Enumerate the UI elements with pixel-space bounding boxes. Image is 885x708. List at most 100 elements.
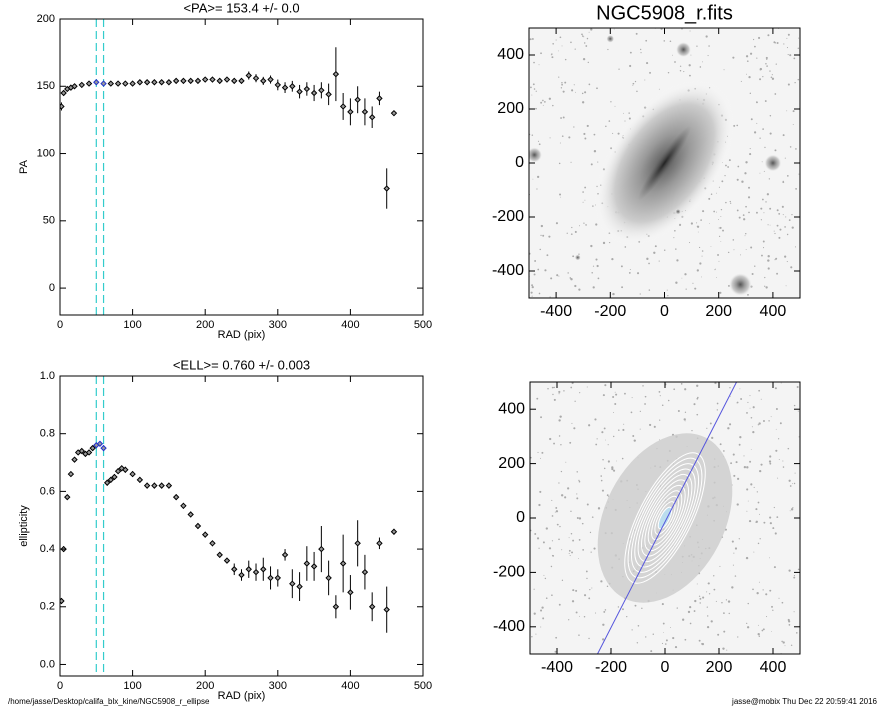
noise	[774, 532, 777, 535]
noise	[670, 627, 672, 629]
noise	[781, 205, 784, 208]
noise	[785, 285, 787, 287]
noise	[775, 63, 777, 65]
noise	[690, 54, 692, 56]
noise	[787, 53, 789, 56]
noise	[611, 258, 614, 261]
noise	[564, 496, 567, 499]
noise	[748, 211, 750, 214]
noise	[709, 422, 712, 425]
noise	[785, 216, 787, 218]
noise	[746, 466, 749, 469]
noise	[639, 428, 641, 430]
noise	[575, 611, 578, 614]
noise	[761, 198, 764, 201]
noise	[663, 631, 664, 633]
noise	[693, 403, 696, 406]
y-tick-label: 200	[497, 100, 524, 117]
noise	[762, 589, 764, 591]
point	[180, 502, 187, 510]
point	[60, 597, 65, 605]
point	[252, 568, 260, 576]
noise	[571, 382, 574, 385]
noise	[548, 97, 552, 100]
x-tick-label: -400	[541, 659, 573, 676]
noise	[779, 422, 782, 425]
noise	[583, 36, 585, 38]
noise	[591, 587, 593, 589]
star	[675, 41, 692, 58]
noise	[730, 395, 732, 397]
noise	[631, 629, 633, 631]
point	[376, 540, 383, 547]
noise	[689, 606, 692, 609]
noise	[786, 233, 789, 236]
noise	[595, 443, 598, 446]
point	[64, 493, 71, 501]
noise	[706, 606, 708, 608]
noise	[551, 594, 553, 597]
noise	[736, 402, 738, 404]
noise	[533, 588, 535, 590]
point	[368, 114, 376, 121]
noise	[774, 387, 777, 390]
noise	[575, 91, 576, 93]
noise	[717, 254, 719, 256]
point	[260, 566, 267, 573]
noise	[545, 597, 548, 600]
noise	[584, 199, 586, 201]
noise	[706, 427, 708, 429]
noise	[756, 57, 758, 59]
noise	[769, 132, 772, 135]
point	[223, 557, 231, 564]
noise	[573, 427, 576, 430]
noise	[533, 273, 536, 276]
noise	[639, 293, 641, 295]
noise	[562, 116, 565, 119]
noise	[658, 260, 660, 262]
point	[122, 466, 129, 473]
noise	[561, 579, 564, 582]
noise	[541, 451, 544, 454]
noise	[701, 642, 705, 646]
noise	[614, 403, 617, 406]
point	[158, 79, 165, 86]
noise	[558, 393, 560, 395]
noise	[555, 39, 557, 41]
noise	[629, 64, 632, 68]
noise	[730, 202, 732, 204]
noise	[701, 250, 704, 252]
noise	[743, 218, 746, 221]
noise	[559, 415, 562, 418]
noise	[758, 422, 761, 425]
noise	[705, 35, 708, 38]
contour	[637, 473, 693, 563]
noise	[567, 487, 570, 490]
noise	[763, 521, 766, 524]
noise	[779, 228, 782, 231]
noise	[578, 558, 580, 559]
noise	[604, 609, 607, 611]
point	[339, 103, 347, 110]
contour	[644, 484, 686, 552]
noise	[696, 583, 698, 585]
noise	[532, 83, 535, 86]
noise	[603, 610, 606, 613]
noise	[701, 255, 703, 257]
point	[107, 476, 115, 484]
noise	[688, 64, 691, 67]
noise	[566, 232, 568, 234]
noise	[534, 260, 537, 262]
noise	[551, 515, 554, 517]
noise	[760, 207, 763, 210]
noise	[560, 444, 562, 446]
noise	[621, 286, 624, 289]
noise	[716, 192, 717, 194]
noise	[788, 624, 791, 626]
noise	[787, 83, 790, 86]
noise	[556, 523, 559, 526]
y-tick-label: 0.0	[40, 658, 55, 670]
noise	[711, 436, 714, 440]
point	[245, 566, 252, 573]
noise	[793, 57, 796, 60]
